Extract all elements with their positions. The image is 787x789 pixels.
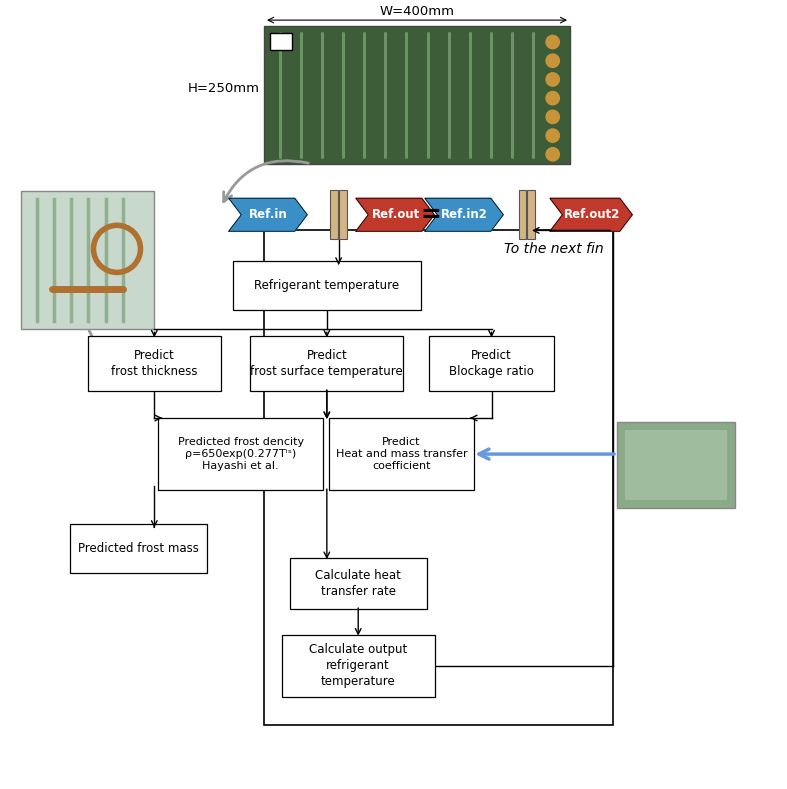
Text: Refrigerant temperature: Refrigerant temperature <box>254 279 400 292</box>
FancyBboxPatch shape <box>625 430 726 500</box>
Text: To the next fin: To the next fin <box>504 242 604 256</box>
FancyBboxPatch shape <box>339 190 347 239</box>
FancyBboxPatch shape <box>87 336 221 391</box>
FancyBboxPatch shape <box>70 524 207 573</box>
FancyBboxPatch shape <box>329 418 474 490</box>
Polygon shape <box>229 198 307 231</box>
Polygon shape <box>550 198 632 231</box>
Text: =: = <box>421 203 442 226</box>
Text: Predicted frost dencity
ρ=650exp(0.277Tⁱˢ)
Hayashi et al.: Predicted frost dencity ρ=650exp(0.277Tⁱ… <box>178 436 304 472</box>
FancyBboxPatch shape <box>617 422 734 508</box>
Text: Predict
frost surface temperature: Predict frost surface temperature <box>250 350 403 379</box>
Polygon shape <box>425 198 504 231</box>
FancyBboxPatch shape <box>21 191 154 328</box>
Circle shape <box>546 54 560 67</box>
FancyBboxPatch shape <box>233 261 421 310</box>
Text: Calculate output
refrigerant
temperature: Calculate output refrigerant temperature <box>309 644 408 689</box>
FancyBboxPatch shape <box>519 190 527 239</box>
Text: H=250mm: H=250mm <box>188 82 260 95</box>
FancyBboxPatch shape <box>250 336 403 391</box>
Polygon shape <box>356 198 434 231</box>
FancyBboxPatch shape <box>271 32 292 50</box>
Circle shape <box>546 36 560 49</box>
Text: Ref.in: Ref.in <box>249 208 288 221</box>
FancyBboxPatch shape <box>264 26 570 164</box>
Text: Predict
Blockage ratio: Predict Blockage ratio <box>449 350 534 379</box>
Circle shape <box>546 73 560 86</box>
Text: Calculate heat
transfer rate: Calculate heat transfer rate <box>316 569 401 598</box>
Circle shape <box>546 92 560 105</box>
Text: Predicted frost mass: Predicted frost mass <box>78 542 199 555</box>
Text: Ref.in2: Ref.in2 <box>442 208 488 221</box>
FancyBboxPatch shape <box>331 190 338 239</box>
Text: Ref.out2: Ref.out2 <box>563 208 620 221</box>
FancyBboxPatch shape <box>158 418 323 490</box>
Circle shape <box>546 110 560 124</box>
FancyBboxPatch shape <box>429 336 554 391</box>
Text: Predict
frost thickness: Predict frost thickness <box>111 350 198 379</box>
Text: Ref.out: Ref.out <box>371 208 419 221</box>
Text: Predict
Heat and mass transfer
coefficient: Predict Heat and mass transfer coefficie… <box>335 436 467 472</box>
Circle shape <box>546 129 560 142</box>
FancyBboxPatch shape <box>290 558 427 609</box>
Circle shape <box>546 148 560 161</box>
FancyBboxPatch shape <box>527 190 535 239</box>
Text: W=400mm: W=400mm <box>379 5 455 18</box>
FancyBboxPatch shape <box>282 634 434 697</box>
